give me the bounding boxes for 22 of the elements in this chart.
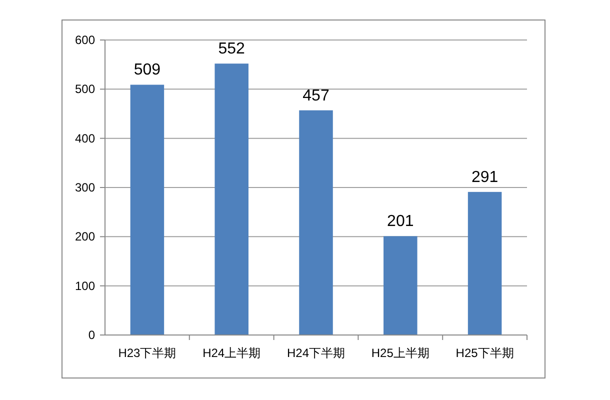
x-tick-label: H24下半期 <box>286 346 346 360</box>
y-tick-label: 500 <box>74 82 96 96</box>
data-label: 291 <box>471 168 498 186</box>
data-label: 509 <box>134 62 161 79</box>
bar <box>468 192 502 335</box>
y-tick-label: 200 <box>74 230 96 244</box>
bar <box>299 110 333 335</box>
x-tick-label: H25下半期 <box>456 346 514 360</box>
y-tick-label: 100 <box>74 278 96 293</box>
bar <box>384 236 418 335</box>
y-tick-label: 600 <box>74 33 96 47</box>
x-tick-label: H25上半期 <box>371 346 430 360</box>
y-tick-label: 400 <box>74 131 96 146</box>
bar <box>214 64 248 335</box>
data-label: 552 <box>218 40 246 58</box>
bar <box>130 84 164 335</box>
x-tick-label: H23下半期 <box>118 346 176 360</box>
data-label: 457 <box>302 87 330 104</box>
data-label: 201 <box>387 213 414 230</box>
y-tick-label: 0 <box>88 328 96 342</box>
x-tick-label: H24上半期 <box>202 346 261 360</box>
y-tick-label: 300 <box>74 180 96 194</box>
